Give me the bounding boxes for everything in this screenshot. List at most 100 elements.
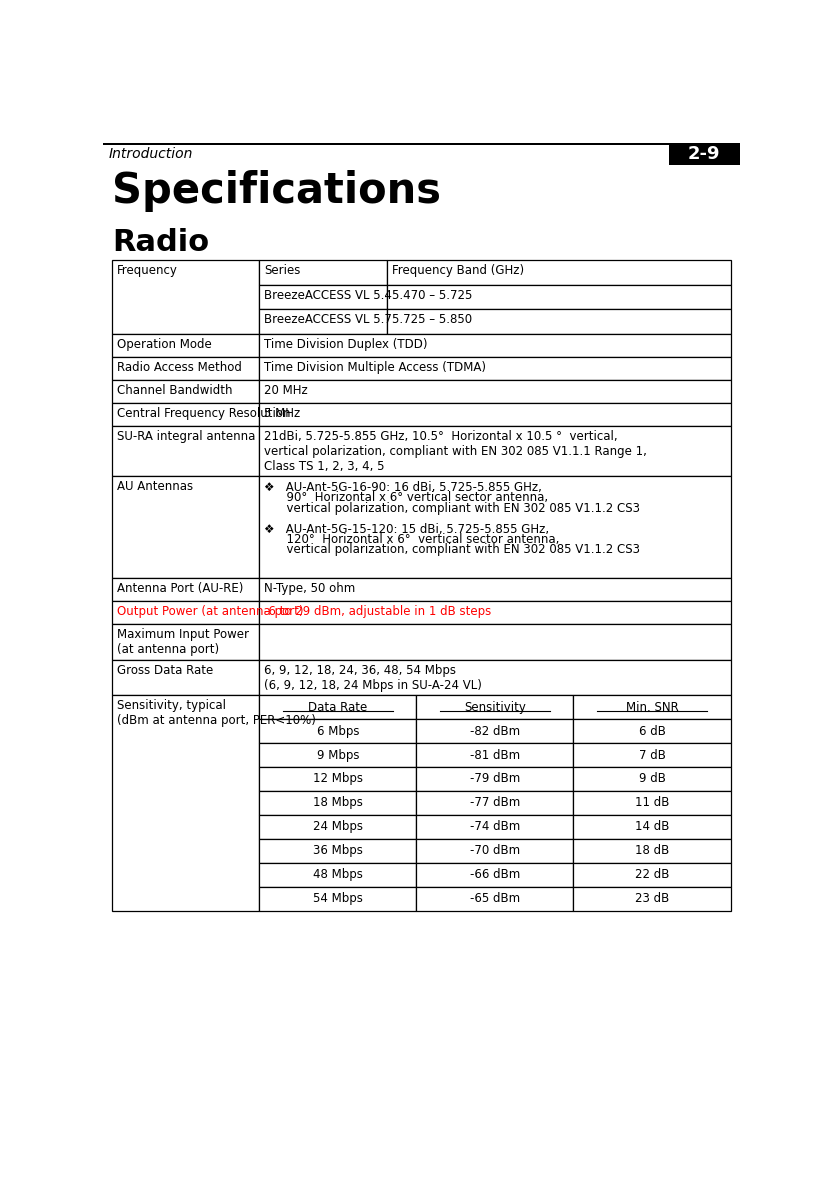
- Bar: [103, 143, 668, 144]
- Bar: [259, 601, 731, 625]
- Text: 21dBi, 5.725-5.855 GHz, 10.5°  Horizontal x 10.5 °  vertical,
vertical polarizat: 21dBi, 5.725-5.855 GHz, 10.5° Horizontal…: [264, 430, 647, 473]
- Bar: [259, 863, 417, 887]
- Bar: [417, 887, 574, 911]
- Bar: [417, 766, 574, 791]
- Text: Specifications: Specifications: [112, 170, 441, 212]
- Text: AU Antennas: AU Antennas: [117, 480, 193, 493]
- Bar: [259, 578, 731, 601]
- Bar: [112, 601, 259, 625]
- Text: -70 dBm: -70 dBm: [470, 844, 520, 857]
- Bar: [112, 625, 259, 659]
- Bar: [112, 578, 259, 601]
- Bar: [259, 839, 417, 863]
- Text: Gross Data Rate: Gross Data Rate: [117, 664, 213, 677]
- Text: Frequency Band (GHz): Frequency Band (GHz): [392, 263, 524, 277]
- Bar: [259, 887, 417, 911]
- Text: -79 dBm: -79 dBm: [470, 772, 520, 786]
- Bar: [112, 358, 259, 380]
- Bar: [259, 815, 417, 839]
- Text: 54 Mbps: 54 Mbps: [313, 893, 363, 905]
- Text: Radio Access Method: Radio Access Method: [117, 361, 242, 374]
- Bar: [417, 743, 574, 766]
- Text: -77 dBm: -77 dBm: [470, 796, 520, 809]
- Text: -74 dBm: -74 dBm: [470, 820, 520, 833]
- Text: Channel Bandwidth: Channel Bandwidth: [117, 384, 232, 397]
- Text: -66 dBm: -66 dBm: [470, 868, 520, 881]
- Text: 18 Mbps: 18 Mbps: [313, 796, 363, 809]
- Bar: [387, 260, 731, 285]
- Text: 9 dB: 9 dB: [639, 772, 665, 786]
- Text: vertical polarization, compliant with EN 302 085 V1.1.2 CS3: vertical polarization, compliant with EN…: [264, 502, 640, 515]
- Text: SU-RA integral antenna: SU-RA integral antenna: [117, 430, 255, 443]
- Text: Frequency: Frequency: [117, 263, 178, 277]
- Bar: [112, 380, 259, 403]
- Bar: [259, 334, 731, 358]
- Bar: [112, 427, 259, 477]
- Bar: [574, 863, 731, 887]
- Text: Operation Mode: Operation Mode: [117, 337, 211, 350]
- Bar: [574, 766, 731, 791]
- Bar: [574, 791, 731, 815]
- Text: 7 dB: 7 dB: [639, 749, 665, 762]
- Text: BreezeACCESS VL 5.7: BreezeACCESS VL 5.7: [264, 313, 392, 327]
- Text: 6, 9, 12, 18, 24, 36, 48, 54 Mbps
(6, 9, 12, 18, 24 Mbps in SU-A-24 VL): 6, 9, 12, 18, 24, 36, 48, 54 Mbps (6, 9,…: [264, 664, 482, 691]
- Text: 18 dB: 18 dB: [635, 844, 669, 857]
- Bar: [574, 815, 731, 839]
- Text: -6 to 29 dBm, adjustable in 1 dB steps: -6 to 29 dBm, adjustable in 1 dB steps: [264, 606, 492, 617]
- Text: Min. SNR: Min. SNR: [626, 701, 678, 714]
- Bar: [387, 285, 731, 310]
- Text: 23 dB: 23 dB: [635, 893, 669, 905]
- Bar: [259, 285, 387, 310]
- Text: Sensitivity, typical
(dBm at antenna port, PER<10%): Sensitivity, typical (dBm at antenna por…: [117, 699, 316, 727]
- Text: ❖   AU-Ant-5G-15-120: 15 dBi, 5.725-5.855 GHz,: ❖ AU-Ant-5G-15-120: 15 dBi, 5.725-5.855 …: [264, 522, 549, 535]
- Bar: [112, 334, 259, 358]
- Bar: [112, 695, 259, 911]
- Text: BreezeACCESS VL 5.4: BreezeACCESS VL 5.4: [264, 288, 392, 302]
- Text: -65 dBm: -65 dBm: [470, 893, 520, 905]
- Bar: [259, 310, 387, 334]
- Text: ❖   AU-Ant-5G-16-90: 16 dBi, 5.725-5.855 GHz,: ❖ AU-Ant-5G-16-90: 16 dBi, 5.725-5.855 G…: [264, 482, 542, 493]
- Text: 5.470 – 5.725: 5.470 – 5.725: [392, 288, 472, 302]
- Bar: [112, 477, 259, 578]
- Bar: [387, 310, 731, 334]
- Text: 11 dB: 11 dB: [635, 796, 669, 809]
- Text: Antenna Port (AU-RE): Antenna Port (AU-RE): [117, 582, 243, 595]
- Bar: [259, 427, 731, 477]
- Text: 6 dB: 6 dB: [639, 725, 665, 738]
- Text: Introduction: Introduction: [109, 147, 193, 161]
- Bar: [417, 839, 574, 863]
- Text: Time Division Multiple Access (TDMA): Time Division Multiple Access (TDMA): [264, 361, 486, 374]
- Text: Maximum Input Power
(at antenna port): Maximum Input Power (at antenna port): [117, 628, 249, 656]
- Text: 5.725 – 5.850: 5.725 – 5.850: [392, 313, 472, 327]
- Text: Central Frequency Resolution: Central Frequency Resolution: [117, 408, 290, 420]
- Text: 5 MHz: 5 MHz: [264, 408, 300, 420]
- Bar: [259, 743, 417, 766]
- Bar: [417, 719, 574, 743]
- Text: -81 dBm: -81 dBm: [470, 749, 520, 762]
- Bar: [259, 659, 731, 695]
- Bar: [574, 719, 731, 743]
- Bar: [417, 863, 574, 887]
- Text: Data Rate: Data Rate: [308, 701, 367, 714]
- Bar: [417, 695, 574, 719]
- Text: 48 Mbps: 48 Mbps: [313, 868, 363, 881]
- Bar: [574, 839, 731, 863]
- Bar: [259, 403, 731, 427]
- Text: 6 Mbps: 6 Mbps: [316, 725, 359, 738]
- Text: N-Type, 50 ohm: N-Type, 50 ohm: [264, 582, 355, 595]
- Bar: [112, 260, 259, 334]
- Bar: [574, 887, 731, 911]
- Text: Sensitivity: Sensitivity: [464, 701, 526, 714]
- Text: Radio: Radio: [112, 228, 209, 256]
- Bar: [259, 380, 731, 403]
- Text: 120°  Horizontal x 6°  vertical sector antenna,: 120° Horizontal x 6° vertical sector ant…: [264, 533, 559, 546]
- Bar: [112, 659, 259, 695]
- Bar: [259, 791, 417, 815]
- Bar: [103, 143, 740, 164]
- Bar: [259, 695, 417, 719]
- Text: 9 Mbps: 9 Mbps: [316, 749, 359, 762]
- Bar: [112, 403, 259, 427]
- Text: 20 MHz: 20 MHz: [264, 384, 307, 397]
- Bar: [668, 143, 740, 164]
- Text: vertical polarization, compliant with EN 302 085 V1.1.2 CS3: vertical polarization, compliant with EN…: [264, 544, 640, 557]
